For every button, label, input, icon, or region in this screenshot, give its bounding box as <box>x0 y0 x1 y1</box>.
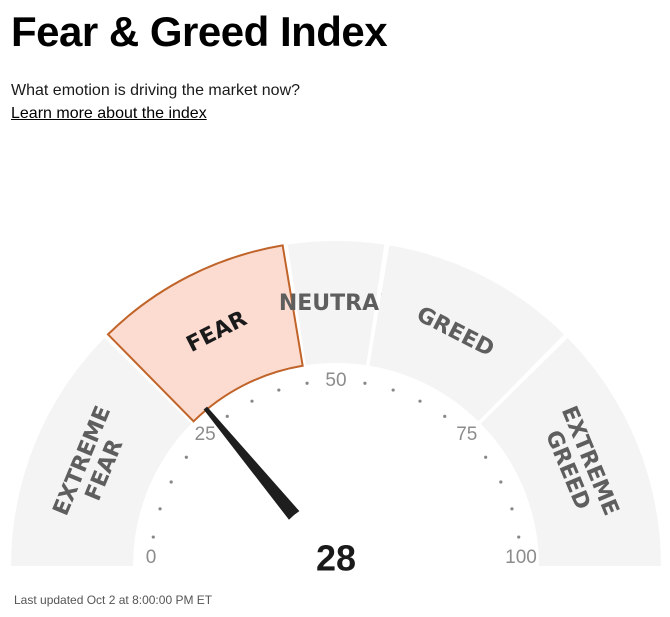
last-updated: Last updated Oct 2 at 8:00:00 PM ET <box>14 593 213 607</box>
gauge-zone-greed <box>369 245 564 422</box>
gauge-dot <box>225 414 229 418</box>
gauge-needle-group <box>203 406 305 526</box>
gauge-dot <box>277 388 281 392</box>
gauge-center-disc <box>270 500 402 617</box>
gauge-zone-neutral <box>287 241 385 366</box>
gauge-tick-100: 100 <box>505 547 537 568</box>
gauge-zone-extreme-greed <box>480 338 661 566</box>
gauge-dial-dots <box>151 381 521 539</box>
gauge-dot <box>250 399 254 403</box>
gauge-zone-label-neutral: NEUTRAL <box>279 291 393 316</box>
page-subtitle: What emotion is driving the market now? <box>11 82 301 99</box>
gauge-dot <box>484 455 488 459</box>
gauge-dot <box>517 535 521 539</box>
gauge-tick-0: 0 <box>146 547 157 568</box>
gauge-zone-extreme-fear <box>11 338 192 566</box>
gauge-zone-fear <box>106 244 304 423</box>
gauge-dot <box>510 507 514 511</box>
gauge-tick-labels: 0 25 50 75 100 <box>146 370 537 568</box>
gauge-tick-75: 75 <box>456 424 477 445</box>
gauge-value: 28 <box>316 538 356 579</box>
gauge-tick-25: 25 <box>195 424 216 445</box>
gauge-dot <box>184 455 188 459</box>
gauge-dot <box>418 399 422 403</box>
learn-more-link[interactable]: Learn more about the index <box>11 105 207 122</box>
gauge-needle <box>203 406 305 526</box>
gauge-dot <box>391 388 395 392</box>
gauge-dot <box>151 535 155 539</box>
page-title: Fear & Greed Index <box>11 8 388 55</box>
gauge-tick-50: 50 <box>325 370 346 391</box>
gauge-dot <box>363 381 367 385</box>
gauge-dot <box>443 414 447 418</box>
gauge-dot <box>499 480 503 484</box>
gauge-dot <box>305 381 309 385</box>
gauge-dot <box>169 480 173 484</box>
gauge-dot <box>158 507 162 511</box>
